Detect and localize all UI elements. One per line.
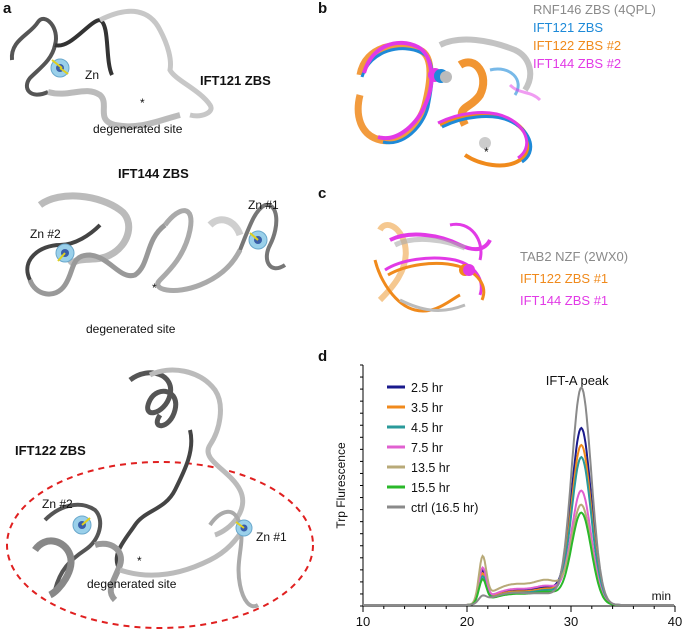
- legend-label: 13.5 hr: [411, 461, 450, 475]
- ift144-structure: [25, 192, 287, 297]
- x-tick-label: 40: [668, 614, 682, 629]
- legend-label: 3.5 hr: [411, 401, 443, 415]
- series-line: [363, 443, 674, 606]
- superposition-c: [373, 222, 492, 313]
- ift122-zn2-label: Zn #2: [42, 497, 73, 511]
- y-axis-label: Trp Flurescence: [334, 442, 348, 529]
- ift144-zn2-label: Zn #2: [30, 227, 61, 241]
- c-legend-tab2: TAB2 NZF (2WX0): [520, 249, 629, 264]
- c-legend-ift144: IFT144 ZBS #1: [520, 293, 609, 308]
- x-tick-label: 30: [564, 614, 578, 629]
- b-legend-ift144: IFT144 ZBS #2: [533, 56, 622, 71]
- ift122-zn1-label: Zn #1: [256, 530, 287, 544]
- ift121-star: *: [140, 96, 145, 110]
- panel-d-letter: d: [318, 348, 328, 365]
- ift144-star: *: [152, 281, 157, 295]
- ift144-zn1-label: Zn #1: [248, 198, 279, 212]
- c-legend-ift122: IFT122 ZBS #1: [520, 271, 609, 286]
- series-line: [363, 426, 674, 606]
- panel-b-letter: b: [318, 0, 328, 17]
- legend-label: 4.5 hr: [411, 421, 443, 435]
- ift121-zn-label: Zn: [85, 68, 100, 82]
- x-tick-label: 10: [356, 614, 370, 629]
- b-legend-ift122: IFT122 ZBS #2: [533, 38, 622, 53]
- panel-c-letter: c: [318, 185, 327, 202]
- superposition-b: [354, 36, 542, 168]
- legend-label: 7.5 hr: [411, 441, 443, 455]
- ift121-site-label: degenerated site: [93, 122, 183, 136]
- ift122-site-label: degenerated site: [87, 577, 177, 591]
- b-legend-rnf146: RNF146 ZBS (4QPL): [533, 2, 656, 17]
- legend-label: 2.5 hr: [411, 381, 443, 395]
- ift122-structure: [6, 367, 314, 629]
- chromatogram-chart: 10 20 30 40 Trp Flurescence min IFT-A peak 2.5 …: [334, 364, 682, 629]
- ift121-structure: [9, 8, 214, 130]
- x-tick-label: 20: [460, 614, 474, 629]
- ift122-star: *: [137, 554, 142, 568]
- b-legend-ift121: IFT121 ZBS: [533, 20, 604, 35]
- b-star: *: [484, 145, 489, 159]
- ift121-title: IFT121 ZBS: [200, 73, 271, 88]
- x-axis-label: min: [652, 589, 671, 603]
- ift144-site-label: degenerated site: [86, 322, 176, 336]
- ift122-title: IFT122 ZBS: [15, 443, 86, 458]
- legend-label: 15.5 hr: [411, 481, 450, 495]
- legend-label: ctrl (16.5 hr): [411, 501, 478, 515]
- ift144-title: IFT144 ZBS: [118, 166, 189, 181]
- series-line: [363, 489, 674, 606]
- series-line: [363, 385, 674, 606]
- peak-annotation: IFT-A peak: [546, 373, 609, 388]
- panel-a-letter: a: [3, 0, 12, 17]
